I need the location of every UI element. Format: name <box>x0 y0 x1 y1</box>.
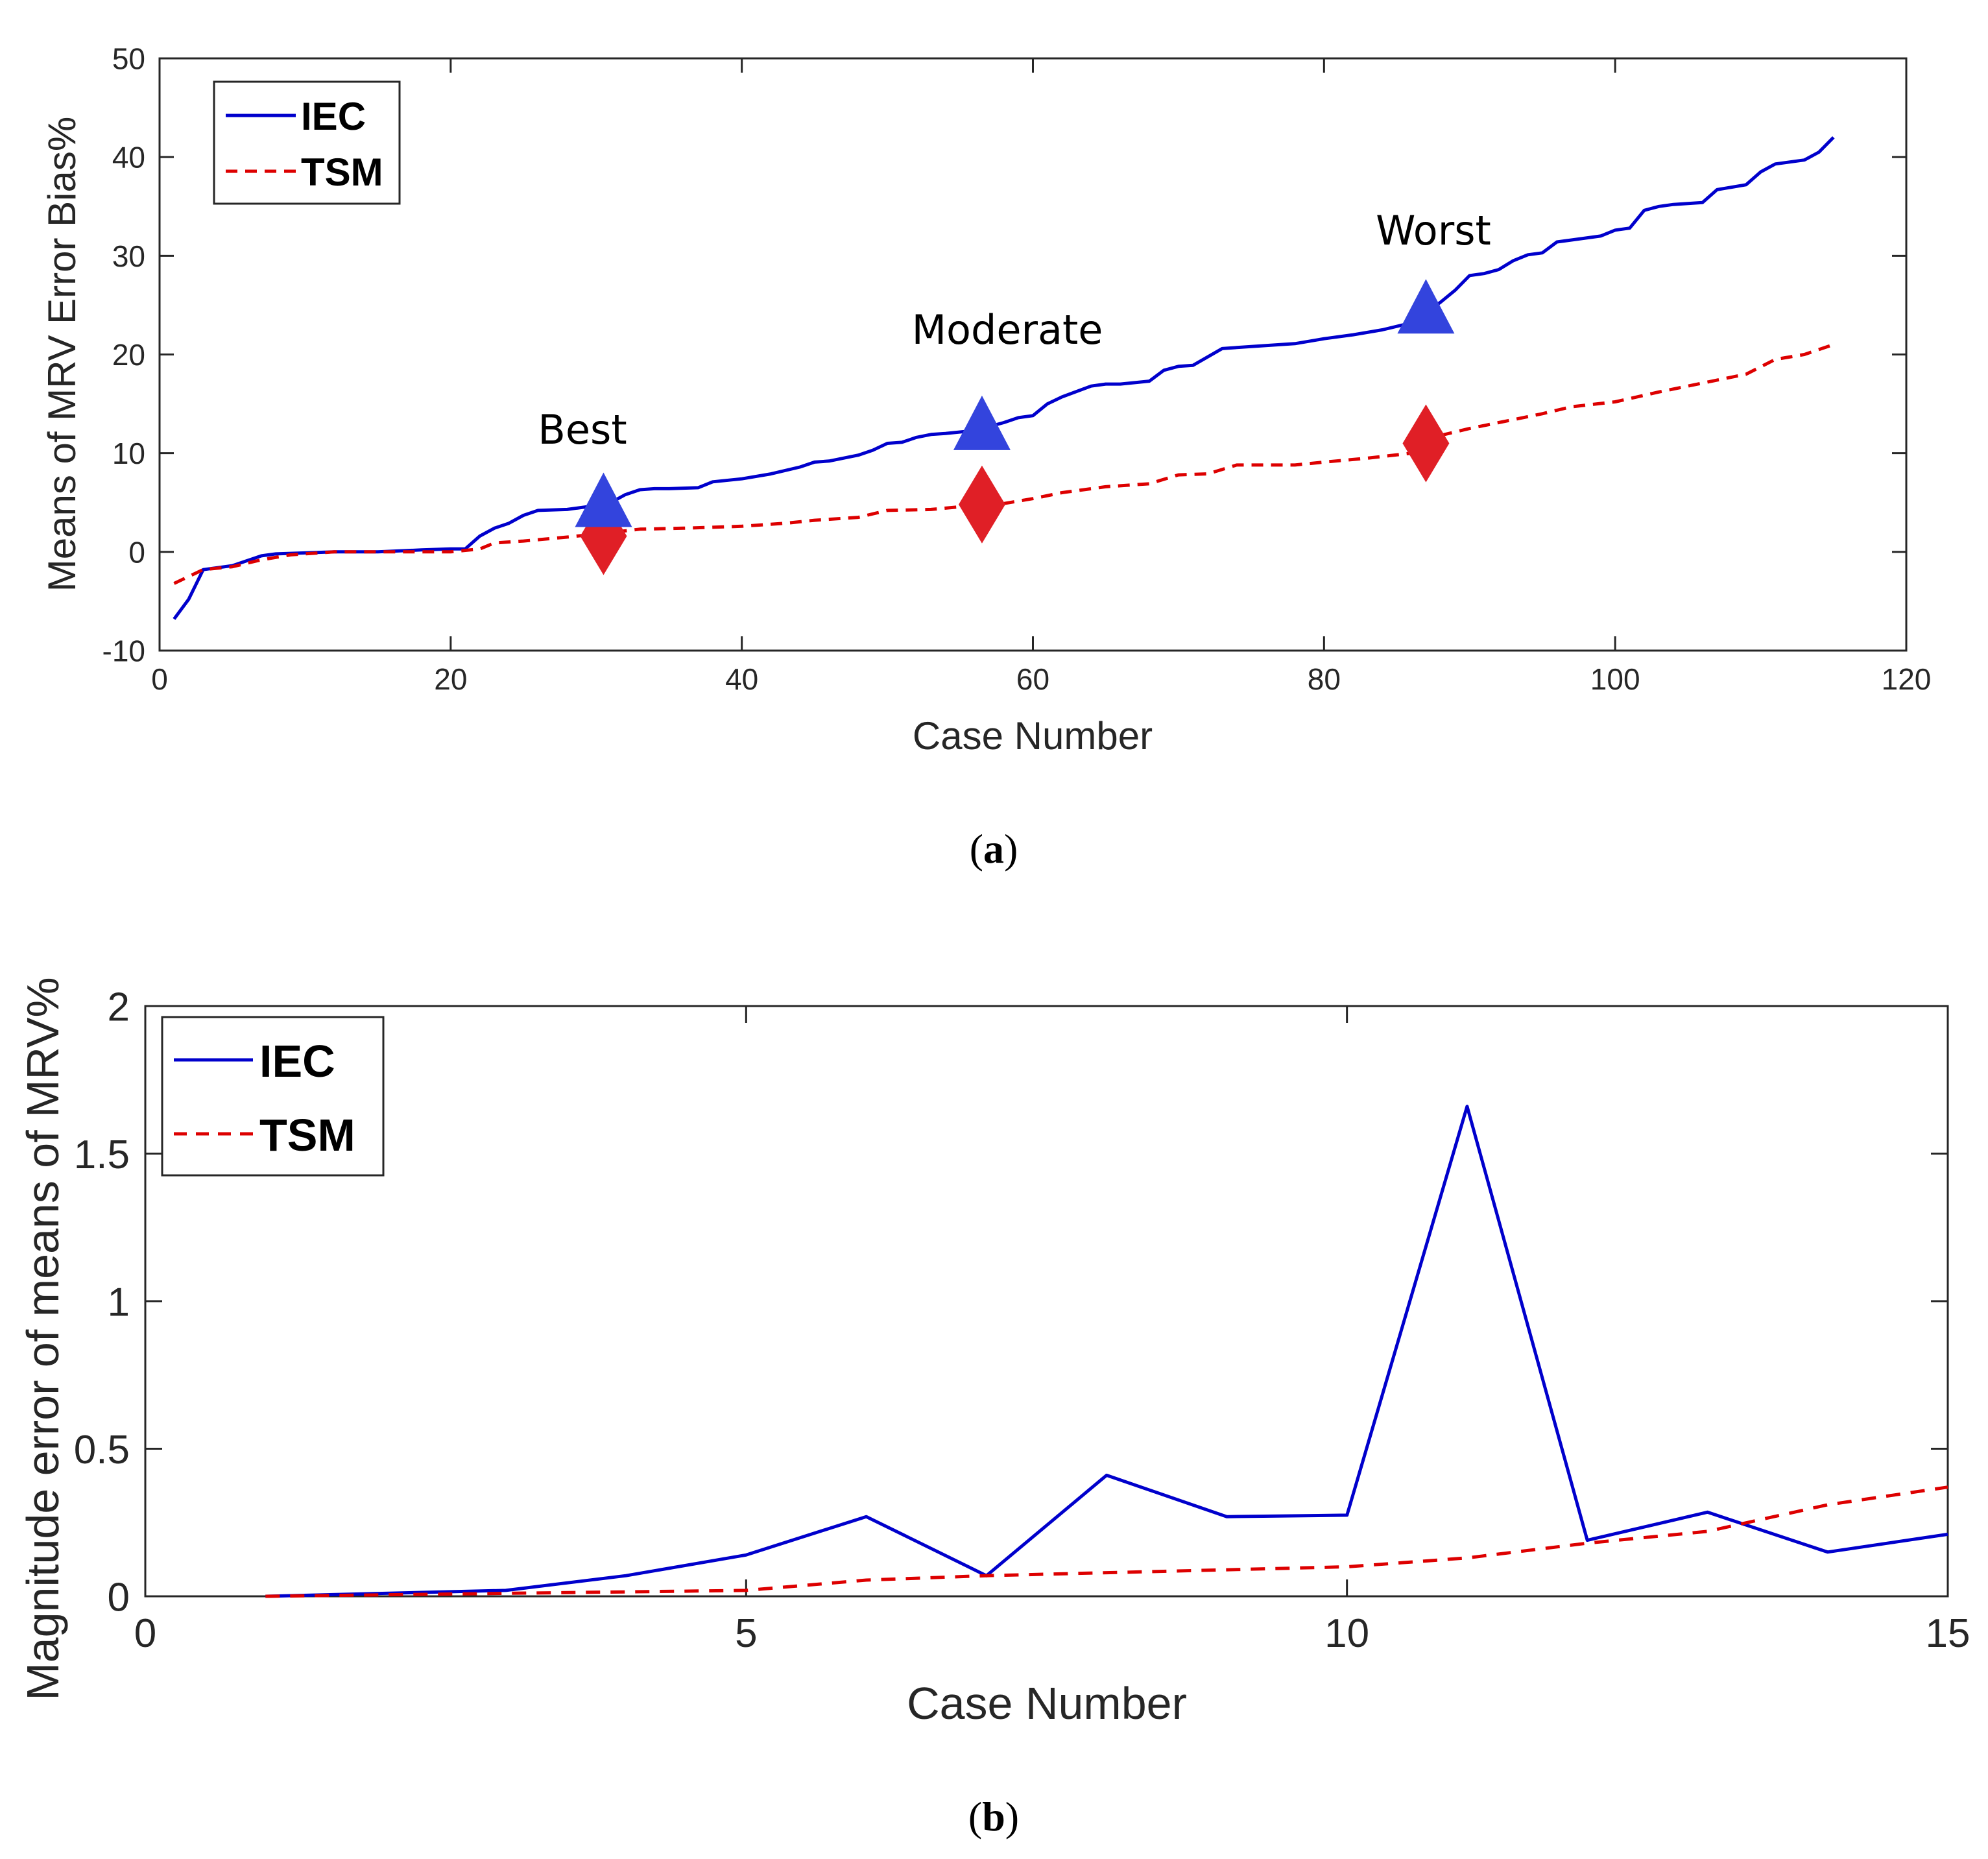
triangle-marker-worst <box>1397 279 1455 334</box>
legend-tsm-label-b: TSM <box>259 1110 355 1160</box>
y-tick-label-b-3: 1.5 <box>74 1133 130 1177</box>
x-tick-label-b-0: 0 <box>134 1611 156 1656</box>
diamond-marker-moderate <box>958 465 1005 544</box>
series-line-iec-b <box>265 1105 1948 1598</box>
x-tick-label-b-2: 10 <box>1324 1611 1369 1656</box>
y-tick-label-a-2: 10 <box>112 437 145 470</box>
annotation-moderate: Moderate <box>912 306 1103 354</box>
y-tick-label-b-2: 1 <box>108 1280 130 1325</box>
y-tick-label-a-3: 20 <box>112 338 145 372</box>
x-tick-label-a-6: 120 <box>1882 662 1932 696</box>
x-tick-label-a-1: 20 <box>434 662 467 696</box>
x-tick-label-a-3: 60 <box>1016 662 1049 696</box>
y-tick-label-a-4: 30 <box>112 239 145 273</box>
y-tick-label-b-1: 0.5 <box>74 1428 130 1472</box>
triangle-marker-moderate <box>953 395 1011 450</box>
legend-b: IEC TSM <box>161 1016 385 1177</box>
legend-box-a <box>213 80 401 205</box>
x-tick-label-a-5: 100 <box>1590 662 1640 696</box>
x-tick-label-a-4: 80 <box>1308 662 1341 696</box>
x-tick-label-a-0: 0 <box>151 662 168 696</box>
y-tick-label-b-0: 0 <box>108 1575 130 1620</box>
diamond-marker-worst <box>1402 404 1450 483</box>
y-tick-label-a-1: 0 <box>128 535 145 569</box>
caption-b-letter: b <box>982 1793 1005 1840</box>
caption-a: (a) <box>970 826 1018 872</box>
x-tick-label-b-3: 15 <box>1926 1611 1970 1656</box>
series-line-iec-a <box>173 136 1835 620</box>
annotation-worst: Worst <box>1376 207 1491 254</box>
y-tick-label-b-4: 2 <box>108 985 130 1029</box>
y-axis-title-a: Means of MRV Error Bias% <box>40 117 84 592</box>
plot-area-a <box>158 57 1908 652</box>
y-tick-label-a-0: -10 <box>102 634 145 668</box>
x-axis-title-a: Case Number <box>913 714 1153 758</box>
legend-box-b <box>161 1016 385 1177</box>
legend-tsm-label-a: TSM <box>301 150 383 194</box>
annotation-best: Best <box>538 406 627 453</box>
plot-area-b <box>144 1005 1949 1598</box>
x-tick-label-b-1: 5 <box>735 1611 757 1656</box>
y-tick-label-a-6: 50 <box>112 42 145 76</box>
legend-iec-label-b: IEC <box>259 1036 335 1086</box>
y-axis-title-b: Magnitude error of means of MRV% <box>18 977 68 1700</box>
y-tick-label-a-5: 40 <box>112 141 145 174</box>
panel-b-chart: 0 5 10 15 0 0.5 1 1.5 2 IEC TSM Case Number Mag… <box>18 977 1970 1840</box>
caption-a-letter: a <box>983 826 1004 872</box>
series-line-tsm-b <box>265 1485 1948 1598</box>
x-tick-label-a-2: 40 <box>725 662 758 696</box>
legend-iec-label-a: IEC <box>301 95 366 138</box>
caption-b: (b) <box>968 1793 1019 1840</box>
legend-a: IEC TSM <box>213 80 401 205</box>
x-axis-title-b: Case Number <box>907 1678 1187 1729</box>
triangle-marker-best <box>575 472 632 527</box>
